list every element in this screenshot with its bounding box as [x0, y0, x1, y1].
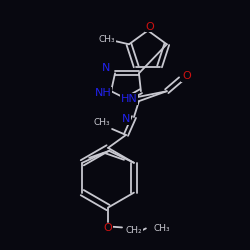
Text: HN: HN: [120, 94, 137, 104]
Text: CH₂: CH₂: [126, 226, 142, 235]
Text: CH₃: CH₃: [94, 118, 110, 126]
Text: O: O: [146, 22, 154, 32]
Text: O: O: [104, 224, 112, 234]
Text: N: N: [122, 114, 130, 124]
Text: N: N: [102, 63, 110, 73]
Text: CH₃: CH₃: [99, 35, 116, 44]
Text: O: O: [182, 71, 191, 81]
Text: NH: NH: [95, 88, 112, 98]
Text: CH₃: CH₃: [154, 224, 170, 233]
